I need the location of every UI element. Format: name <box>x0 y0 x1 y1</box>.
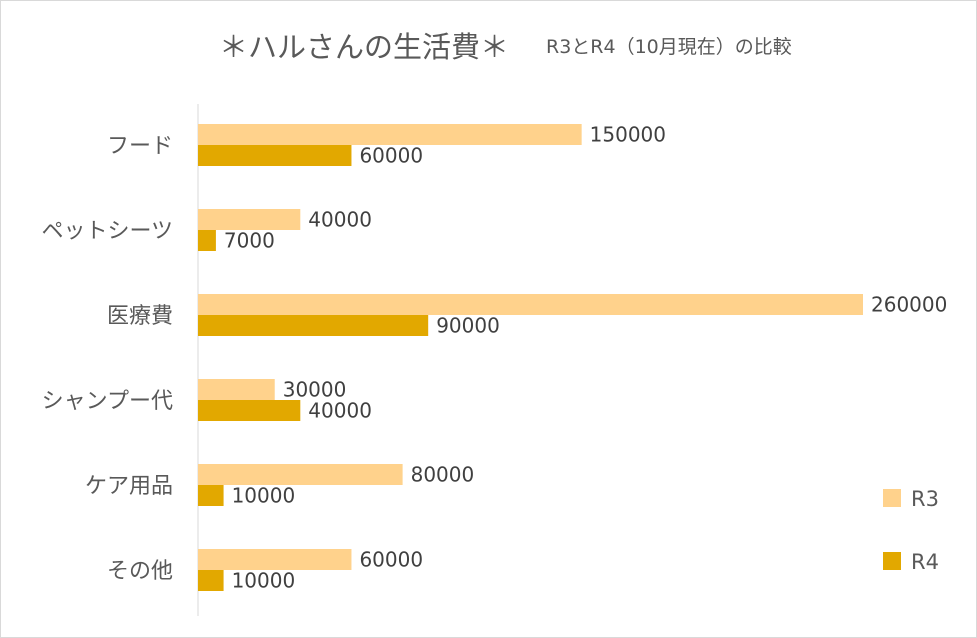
data-label: 7000 <box>224 229 275 253</box>
data-label: 90000 <box>436 314 500 338</box>
legend-label-r3: R3 <box>911 487 939 511</box>
category-label: その他 <box>107 559 173 584</box>
bar-r3 <box>198 549 352 570</box>
bar-r3 <box>198 124 582 145</box>
data-label: 60000 <box>359 144 423 168</box>
bar-r4 <box>198 315 429 336</box>
labels-layer: フード 150000 60000 ペットシーツ 40000 7000 医療費 260000 90… <box>41 123 947 593</box>
legend-label-r4: R4 <box>911 550 939 574</box>
chart-subtitle: R3とR4（10月現在）の比較 <box>546 36 792 58</box>
bar-r4 <box>198 485 224 506</box>
category-label: ペットシーツ <box>41 219 173 244</box>
data-label: 40000 <box>308 399 372 423</box>
legend-swatch-r3 <box>883 489 901 507</box>
data-label: 60000 <box>359 548 423 572</box>
legend-swatch-r4 <box>883 552 901 570</box>
bar-r4 <box>198 145 352 166</box>
data-label: 40000 <box>308 208 372 232</box>
data-label: 10000 <box>232 569 296 593</box>
bar-r3 <box>198 464 403 485</box>
data-label: 260000 <box>871 293 947 317</box>
category-label: シャンプー代 <box>42 389 173 414</box>
legend: R3 R4 <box>883 487 939 574</box>
bar-r4 <box>198 400 301 421</box>
bar-r4 <box>198 230 216 251</box>
category-label: ケア用品 <box>85 474 173 499</box>
bar-r3 <box>198 379 275 400</box>
bar-r3 <box>198 294 863 315</box>
data-label: 150000 <box>590 123 666 147</box>
chart-title: ＊ハルさんの生活費＊ <box>219 30 509 64</box>
category-label: 医療費 <box>107 304 173 329</box>
data-label: 10000 <box>232 484 296 508</box>
data-label: 80000 <box>411 463 475 487</box>
bar-r3 <box>198 209 301 230</box>
category-label: フード <box>107 134 173 159</box>
bars-layer <box>198 124 863 591</box>
data-label: 30000 <box>283 378 347 402</box>
bar-r4 <box>198 570 224 591</box>
